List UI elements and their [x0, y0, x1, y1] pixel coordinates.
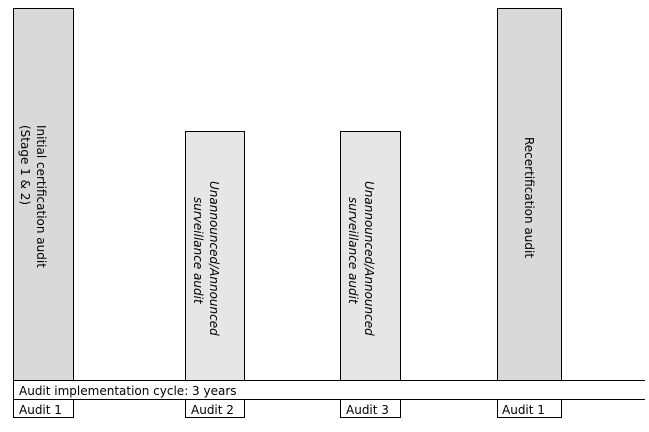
bar-label-line: Unannounced/Announced [362, 181, 376, 336]
bar-label: Unannounced/Announced surveillance audit [346, 181, 376, 340]
audit-label: Audit 2 [191, 403, 234, 417]
bar [340, 131, 401, 381]
bar [497, 8, 562, 381]
bar-label-line: Unannounced/Announced [207, 181, 221, 336]
bar [185, 131, 245, 381]
bar-label-line: surveillance audit [191, 197, 205, 305]
bar-label: Initial certification audit (Stage 1 & 2… [18, 125, 48, 272]
bar-label-line: Recertification audit [522, 137, 536, 258]
audit-label: Audit 1 [19, 403, 62, 417]
audit-label: Audit 3 [346, 403, 389, 417]
bar-label-line: (Stage 1 & 2) [18, 125, 32, 205]
bar-label-line: Initial certification audit [34, 125, 48, 268]
bar-label: Unannounced/Announced surveillance audit [191, 181, 221, 340]
bar-label-line: surveillance audit [346, 197, 360, 305]
audit-box [340, 399, 401, 418]
bar-label: Recertification audit [522, 137, 536, 258]
audit-box [497, 399, 562, 418]
bar [13, 8, 74, 381]
cycle-label: Audit implementation cycle: 3 years [19, 384, 237, 398]
audit-box [185, 399, 245, 418]
audit-label: Audit 1 [502, 403, 545, 417]
audit-box [13, 399, 74, 418]
